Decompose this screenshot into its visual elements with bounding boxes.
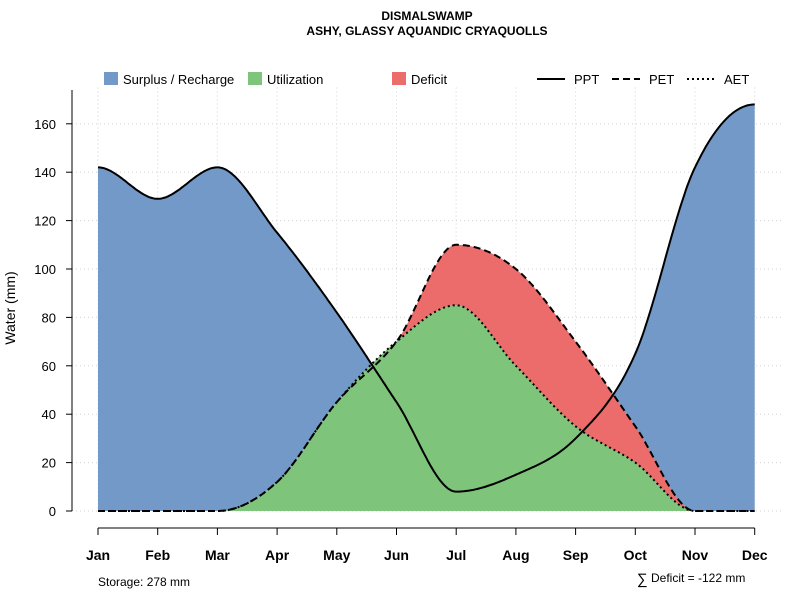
legend-label-aet: AET: [724, 72, 749, 87]
legend: Surplus / Recharge Utilization Deficit P…: [104, 72, 749, 87]
area-fills: [98, 104, 755, 512]
y-tick-label: 60: [42, 359, 56, 374]
pet-line: [98, 243, 755, 512]
sum-icon: ∑: [637, 571, 648, 588]
y-tick-label: 0: [49, 504, 56, 519]
storage-label: Storage: 278 mm: [98, 575, 190, 589]
legend-swatch-utilization: [248, 72, 262, 85]
y-tick-label: 40: [42, 407, 56, 422]
x-tick-label: Nov: [682, 547, 709, 563]
x-tick-label: Oct: [624, 547, 648, 563]
ppt-line: [98, 103, 755, 493]
deficit-label: Deficit = -122 mm: [651, 571, 745, 585]
legend-swatch-deficit: [392, 72, 406, 85]
x-tick-label: Feb: [145, 547, 170, 563]
y-tick-label: 140: [34, 165, 56, 180]
legend-label-ppt: PPT: [574, 72, 599, 87]
y-tick-label: 100: [34, 262, 56, 277]
x-tick-label: May: [323, 547, 350, 563]
y-tick-label: 160: [34, 117, 56, 132]
x-tick-label: Aug: [502, 547, 529, 563]
chart-title: DISMALSWAMP: [381, 9, 472, 23]
aet-line: [98, 304, 755, 512]
legend-label-utilization: Utilization: [267, 72, 323, 87]
x-tick-label: Sep: [563, 547, 589, 563]
surplus-area: [98, 104, 755, 512]
x-tick-label: Dec: [742, 547, 768, 563]
series-lines: [98, 103, 755, 512]
chart-subtitle: ASHY, GLASSY AQUANDIC CRYAQUOLLS: [306, 24, 547, 38]
x-tick-label: Apr: [265, 547, 290, 563]
y-tick-label: 80: [42, 310, 56, 325]
x-tick-label: Jan: [86, 547, 110, 563]
legend-swatch-surplus: [104, 72, 118, 85]
utilization-overlap-area: [98, 305, 755, 511]
y-axis-label: Water (mm): [2, 271, 18, 344]
y-tick-label: 120: [34, 214, 56, 229]
y-tick-label: 20: [42, 456, 56, 471]
legend-label-deficit: Deficit: [411, 72, 448, 87]
axes: 0 20 40 60 80 100 120 140 160 Jan Feb Mar Apr May Jun J…: [34, 90, 768, 563]
x-tick-label: Jul: [446, 547, 466, 563]
legend-label-surplus: Surplus / Recharge: [123, 72, 234, 87]
deficit-area: [98, 244, 755, 512]
x-tick-label: Mar: [205, 547, 230, 563]
legend-label-pet: PET: [649, 72, 674, 87]
x-tick-label: Jun: [384, 547, 409, 563]
